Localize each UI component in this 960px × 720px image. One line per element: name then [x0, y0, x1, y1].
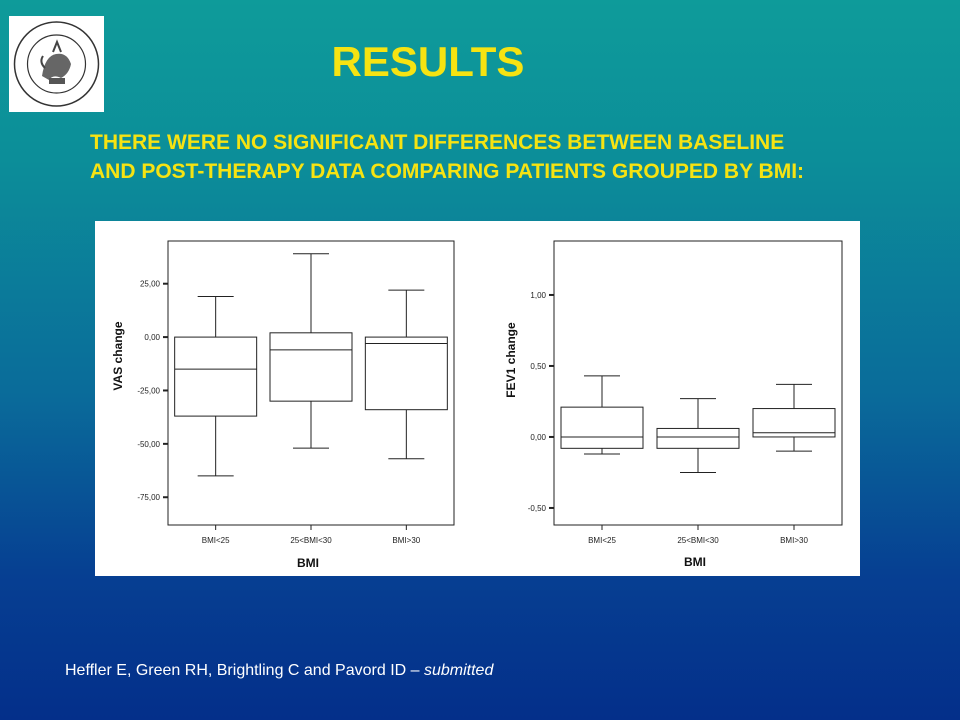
university-seal-logo: [9, 16, 104, 112]
results-statement-line-2: AND POST-THERAPY DATA COMPARING PATIENTS…: [90, 160, 805, 183]
results-statement: THERE WERE NO SIGNIFICANT DIFFERENCES BE…: [90, 128, 950, 186]
page-title: RESULTS: [331, 38, 525, 85]
results-statement-line-1: THERE WERE NO SIGNIFICANT DIFFERENCES BE…: [90, 131, 785, 154]
boxplot-1: 25,00 0,00 -25,00 -50,00 -75,00 BMI<25 25<BMI<…: [111, 240, 455, 570]
y-tick-label: 0,00: [530, 433, 546, 442]
y-tick-label: -0,50: [528, 504, 547, 513]
seal-icon: [13, 21, 100, 107]
y-axis-label: FEV1 change: [504, 322, 518, 398]
citation-status: submitted: [423, 662, 494, 679]
y-tick-label: 1,00: [530, 291, 546, 300]
x-axis-label: BMI: [684, 555, 706, 569]
boxplot-2: 1,00 0,50 0,00 -0,50 BMI<25 25<BMI<30 BMI>30 FE…: [504, 240, 843, 569]
y-axis-label: VAS change: [111, 321, 125, 390]
iqr-box: [269, 332, 353, 402]
box-3: [364, 289, 448, 460]
x-tick-label: 25<BMI<30: [677, 536, 719, 545]
box-1: [560, 375, 644, 455]
citation: Heffler E, Green RH, Brightling C and Pa…: [65, 662, 493, 680]
x-tick-label: BMI>30: [780, 536, 808, 545]
box-2: [269, 253, 353, 449]
iqr-box: [560, 406, 644, 449]
iqr-box: [174, 336, 258, 417]
y-tick-label: -25,00: [137, 386, 160, 395]
y-tick-label: 0,50: [530, 362, 546, 371]
box-2: [656, 398, 740, 473]
x-tick-label: BMI<25: [588, 536, 616, 545]
x-tick-label: 25<BMI<30: [290, 536, 332, 545]
boxplot-svg: 25,00 0,00 -25,00 -50,00 -75,00 BMI<25 25<BMI<…: [111, 240, 843, 570]
iqr-box: [656, 427, 740, 449]
y-tick-label: 0,00: [144, 333, 160, 342]
iqr-box: [364, 336, 448, 411]
x-tick-label: BMI>30: [392, 536, 420, 545]
x-axis-label: BMI: [297, 556, 319, 570]
y-tick-label: 25,00: [140, 280, 161, 289]
citation-authors: Heffler E, Green RH, Brightling C and Pa…: [65, 662, 424, 679]
y-tick-label: -75,00: [137, 493, 160, 502]
boxplot-panel: 25,00 0,00 -25,00 -50,00 -75,00 BMI<25 25<BMI<…: [95, 221, 860, 576]
plot-frame: [553, 240, 843, 526]
box-1: [174, 296, 258, 477]
box-3: [752, 383, 836, 452]
x-tick-label: BMI<25: [202, 536, 230, 545]
y-tick-label: -50,00: [137, 440, 160, 449]
